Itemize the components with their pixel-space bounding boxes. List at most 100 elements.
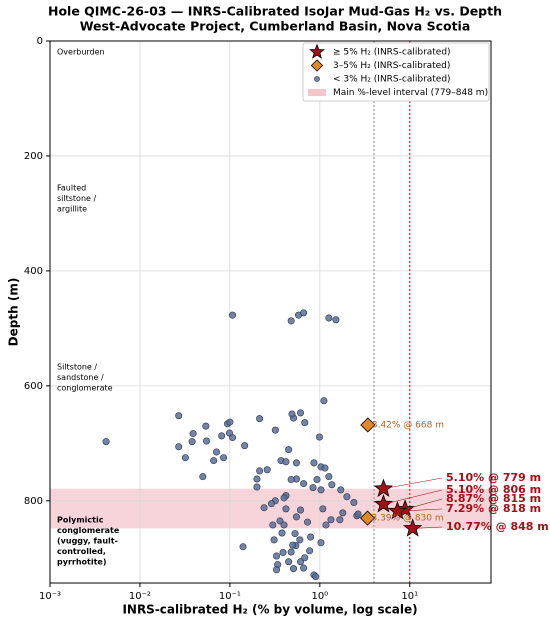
- dot-marker: [321, 464, 329, 472]
- zone-annotation: argillite: [57, 205, 87, 214]
- dot-marker: [218, 432, 226, 440]
- dot-marker: [317, 539, 325, 547]
- zone-annotation: Faulted: [57, 184, 86, 193]
- dot-marker: [273, 552, 281, 560]
- dot-marker: [239, 543, 247, 551]
- zone-annotation: Overburden: [57, 48, 105, 57]
- dot-marker: [102, 438, 110, 446]
- dot-marker: [289, 541, 297, 549]
- dot-marker: [300, 309, 308, 317]
- star-marker: [373, 478, 394, 497]
- dot-marker: [300, 480, 308, 488]
- dot-marker: [210, 457, 218, 465]
- plot-area: 10⁻³ 10⁻² 10⁻¹ 10⁰ 10¹ 0 200 400 600 800 Overburde…: [24, 36, 549, 602]
- zone-annotation: pyrrhotite): [57, 558, 107, 567]
- dot-marker: [301, 419, 309, 427]
- dot-marker: [314, 76, 320, 82]
- zone-annotation: conglomerate: [57, 384, 113, 393]
- dot-marker: [270, 536, 278, 544]
- dot-marker: [269, 521, 277, 529]
- dot-marker: [226, 418, 234, 426]
- legend-label: 3–5% H₂ (INRS-calibrated): [333, 61, 450, 71]
- dot-marker: [309, 484, 317, 492]
- y-tick-label: 0: [37, 36, 43, 47]
- legend-label: ≥ 5% H₂ (INRS-calibrated): [333, 48, 451, 58]
- dot-marker: [175, 412, 183, 420]
- dot-marker: [260, 504, 268, 512]
- dot-marker: [307, 533, 315, 541]
- value-label: 5.10% @ 806 m: [446, 483, 541, 496]
- dot-marker: [317, 486, 325, 494]
- dot-marker: [181, 454, 189, 462]
- diamond-marker: [360, 417, 376, 433]
- dot-marker: [263, 466, 271, 474]
- label-leader: [397, 508, 443, 512]
- dot-marker: [202, 422, 210, 430]
- dot-marker: [350, 499, 358, 507]
- dot-marker: [337, 486, 345, 494]
- dot-marker: [325, 473, 333, 481]
- dot-marker: [189, 430, 197, 438]
- zone-annotation: sandstone /: [57, 373, 104, 382]
- x-axis-label: INRS-calibrated H₂ (% by volume, log sca…: [122, 603, 417, 617]
- star-marker: [387, 501, 408, 520]
- dot-marker: [279, 549, 287, 557]
- dot-marker: [325, 314, 333, 322]
- y-tick-label: 600: [24, 381, 43, 392]
- diamond-marker: [359, 510, 376, 526]
- dot-marker: [288, 410, 296, 418]
- dot-marker: [291, 530, 299, 538]
- diamond-marker: [310, 59, 324, 72]
- value-label: 5.10% @ 779 m: [446, 471, 541, 484]
- y-tick-label: 400: [24, 266, 43, 277]
- y-axis-label: Depth (m): [7, 278, 21, 347]
- legend-box: [302, 42, 490, 102]
- dot-marker: [188, 438, 196, 446]
- label-leader: [383, 477, 443, 490]
- label-leader: [412, 526, 443, 529]
- dot-marker: [213, 448, 221, 456]
- dot-marker: [229, 311, 237, 319]
- dot-marker: [297, 558, 305, 566]
- zone-annotation: controlled,: [57, 547, 106, 556]
- dot-marker: [310, 459, 318, 467]
- dot-marker: [199, 473, 207, 481]
- dot-marker: [301, 554, 309, 562]
- dot-marker: [282, 458, 290, 466]
- dot-marker: [328, 481, 336, 489]
- star-marker: [373, 494, 394, 513]
- dot-marker: [339, 509, 347, 517]
- dot-marker: [354, 510, 362, 518]
- x-tick-label: 10⁻³: [39, 591, 61, 602]
- dot-marker: [253, 475, 261, 483]
- dot-marker: [280, 494, 288, 502]
- zone-annotation: Polymictic: [57, 516, 104, 525]
- dot-marker: [306, 547, 314, 555]
- legend-band-swatch: [308, 89, 326, 96]
- dot-marker: [278, 529, 286, 537]
- dot-marker: [287, 476, 295, 484]
- dot-marker: [297, 506, 305, 514]
- dot-marker: [253, 483, 261, 491]
- star-marker: [309, 43, 325, 59]
- dot-marker: [267, 500, 275, 508]
- value-label: 3.39% @ 830 m: [372, 514, 444, 524]
- label-leader: [383, 489, 443, 505]
- star-marker: [403, 518, 423, 537]
- dot-marker: [296, 536, 304, 544]
- dot-marker: [287, 548, 295, 556]
- legend-label: < 3% H₂ (INRS-calibrated): [333, 75, 451, 85]
- dot-marker: [229, 434, 237, 442]
- value-label: 7.29% @ 818 m: [446, 502, 541, 515]
- dot-marker: [282, 505, 290, 513]
- dot-marker: [175, 443, 183, 451]
- dot-marker: [315, 433, 323, 441]
- dot-marker: [343, 493, 351, 501]
- dot-marker: [241, 442, 249, 450]
- dot-marker: [256, 415, 264, 423]
- x-tick-label: 10⁻²: [129, 591, 151, 602]
- dot-marker: [256, 467, 264, 475]
- dot-marker: [290, 565, 298, 573]
- y-tick-label: 200: [24, 151, 43, 162]
